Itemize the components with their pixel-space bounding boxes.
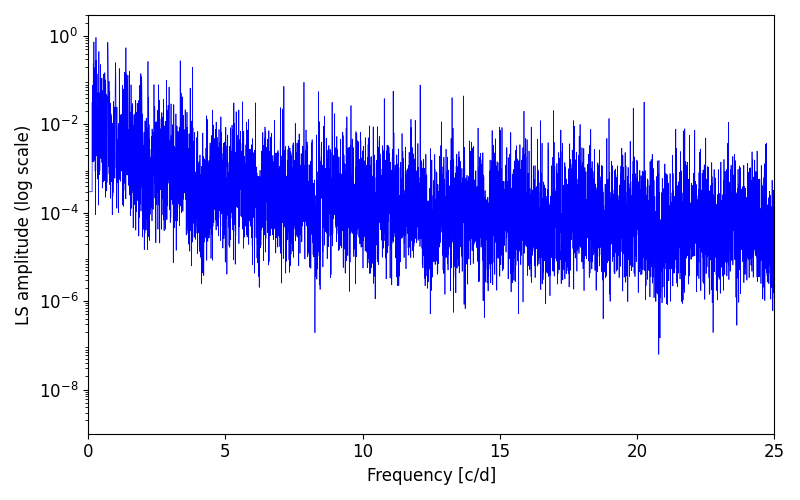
Y-axis label: LS amplitude (log scale): LS amplitude (log scale) bbox=[15, 124, 33, 324]
X-axis label: Frequency [c/d]: Frequency [c/d] bbox=[366, 467, 496, 485]
